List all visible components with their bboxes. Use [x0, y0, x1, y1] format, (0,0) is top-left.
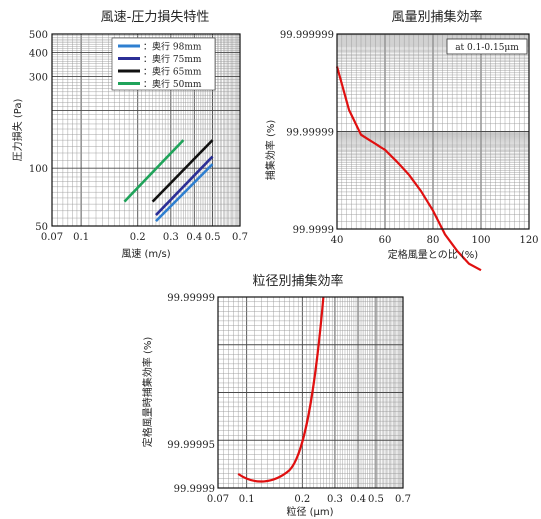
x-tick-label: 0.1	[73, 232, 89, 243]
y-tick-label: 500	[29, 30, 48, 41]
legend-label-3: ：奥行 65mm	[143, 66, 202, 78]
x-tick-label: 0.7	[232, 232, 248, 243]
legend-label-1: ：奥行 98mm	[143, 41, 202, 53]
chart-2-series	[335, 66, 482, 272]
x-tick-label: 0.7	[395, 494, 411, 505]
x-tick-label: 0.1	[239, 494, 255, 505]
chart-3-ticks: 0.07 0.1 0.2 0.3 0.4 0.5 0.7 99.9999 99.99995 99.…	[167, 293, 411, 505]
y-tick-label: 400	[29, 49, 48, 60]
chart-1-legend: ：奥行 98mm：奥行 75mm：奥行 65mm：奥行 50mm	[111, 37, 216, 91]
x-tick-label: 40	[331, 235, 344, 246]
series-line-1	[237, 296, 325, 483]
x-tick-label: 0.07	[41, 232, 63, 243]
chart-1-title: 風速-圧力損失特性	[101, 10, 210, 25]
y-tick-label: 300	[29, 73, 48, 84]
y-tick-label: 99.9999	[293, 225, 334, 236]
chart-3: 粒径別捕集効率 0.07 0.1 0.2 0.3 0.4 0.5 0.7 99.9999 99.…	[141, 273, 411, 518]
chart-2-annotation: at 0.1-0.15μm	[455, 43, 519, 53]
chart-3-title: 粒径別捕集効率	[252, 273, 343, 289]
chart-1-ylabel: 圧力損失 (Pa)	[11, 99, 24, 162]
chart-2-ylabel: 捕集効率 (%)	[264, 120, 277, 181]
chart-2-grid	[336, 33, 530, 230]
chart-2-ticks: 40 60 80 100 120 99.9999 99.99999 99.999999	[280, 30, 539, 246]
chart-3-ylabel: 定格風量時捕集効率 (%)	[141, 337, 154, 448]
chart-1-series	[123, 139, 214, 223]
x-tick-label: 0.4	[350, 494, 366, 505]
series-line-1	[155, 163, 214, 223]
x-tick-label: 0.5	[368, 494, 384, 505]
chart-3-grid	[217, 296, 404, 489]
x-tick-label: 120	[519, 235, 538, 246]
x-tick-label: 0.07	[207, 494, 229, 505]
series-line-1	[335, 66, 482, 272]
x-tick-label: 0.2	[130, 232, 146, 243]
x-tick-label: 100	[471, 235, 490, 246]
y-tick-label: 50	[35, 222, 48, 233]
x-tick-label: 0.4	[186, 232, 202, 243]
chart-2-xlabel: 定格風量との比 (%)	[388, 248, 478, 261]
x-tick-label: 80	[427, 235, 440, 246]
chart-1-xlabel: 風速 (m/s)	[121, 248, 170, 260]
y-tick-label: 99.999999	[280, 30, 334, 41]
y-tick-label: 99.99999	[167, 293, 215, 304]
x-tick-label: 0.5	[205, 232, 221, 243]
x-tick-label: 60	[379, 235, 392, 246]
x-tick-label: 0.3	[327, 494, 343, 505]
chart-2-title: 風量別捕集効率	[391, 9, 482, 25]
chart-1: 風速-圧力損失特性 ：奥行 98mm：奥行 75mm：奥行 65mm：奥行 50…	[11, 10, 248, 260]
chart-3-plot-frame	[217, 296, 404, 489]
chart-3-xlabel: 粒径 (μm)	[286, 505, 333, 518]
x-tick-label: 0.2	[294, 494, 310, 505]
chart-2-annotation-box	[446, 38, 528, 55]
chart-2: 風量別捕集効率 at 0.1-0.15μm 40 60 80 100 120 99.999…	[264, 9, 539, 272]
legend-label-2: ：奥行 75mm	[143, 53, 202, 65]
y-tick-label: 100	[29, 164, 48, 175]
y-tick-label: 99.9999	[174, 484, 215, 495]
chart-1-plot-frame	[51, 33, 241, 227]
series-line-2	[154, 155, 214, 216]
series-line-3	[151, 139, 214, 203]
chart-3-series	[237, 296, 325, 483]
y-tick-label: 99.99999	[286, 128, 334, 139]
y-tick-label: 99.99995	[167, 440, 215, 451]
chart-1-ticks: 0.07 0.1 0.2 0.3 0.4 0.5 0.7 50 100 300 400 500	[29, 30, 248, 243]
legend-label-4: ：奥行 50mm	[143, 78, 202, 90]
chart-2-plot-frame	[336, 33, 530, 230]
x-tick-label: 0.3	[163, 232, 179, 243]
series-line-4	[123, 139, 185, 203]
